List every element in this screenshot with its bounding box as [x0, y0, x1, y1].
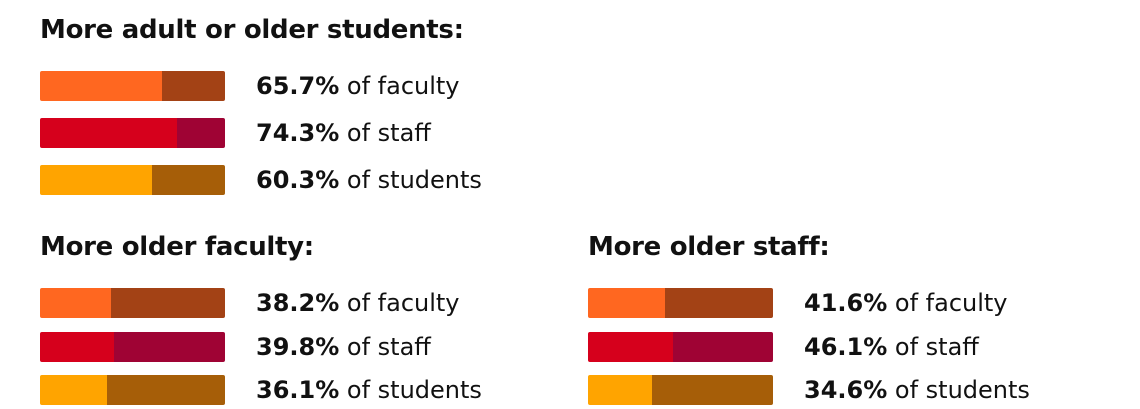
bar-row-faculty: 38.2% of faculty	[40, 288, 460, 318]
stacked-bar	[40, 332, 225, 362]
bar-fill	[40, 165, 152, 195]
bar-row-staff: 46.1% of staff	[588, 332, 979, 362]
label-suffix: of students	[894, 376, 1030, 404]
label-suffix: of faculty	[346, 289, 460, 317]
group-title: More adult or older students:	[40, 15, 464, 45]
bar-label: 41.6% of faculty	[804, 289, 1008, 317]
bar-row-students: 60.3% of students	[40, 165, 482, 195]
bar-remainder	[161, 71, 225, 101]
bar-label: 39.8% of staff	[256, 333, 431, 361]
bar-row-students: 34.6% of students	[588, 375, 1030, 405]
percent-value: 39.8%	[256, 333, 340, 361]
bar-label: 74.3% of staff	[256, 119, 431, 147]
bar-remainder	[106, 375, 225, 405]
stacked-bar	[588, 332, 773, 362]
label-suffix: of students	[346, 376, 482, 404]
bar-row-staff: 39.8% of staff	[40, 332, 431, 362]
bar-label: 46.1% of staff	[804, 333, 979, 361]
bar-row-faculty: 65.7% of faculty	[40, 71, 460, 101]
bar-row-staff: 74.3% of staff	[40, 118, 431, 148]
bar-label: 38.2% of faculty	[256, 289, 460, 317]
bar-row-students: 36.1% of students	[40, 375, 482, 405]
bar-remainder	[673, 332, 773, 362]
bar-fill	[40, 332, 114, 362]
bar-remainder	[664, 288, 773, 318]
percent-value: 34.6%	[804, 376, 888, 404]
stacked-bar	[40, 71, 225, 101]
bar-fill	[588, 375, 652, 405]
percent-value: 46.1%	[804, 333, 888, 361]
label-suffix: of staff	[894, 333, 979, 361]
percent-value: 65.7%	[256, 72, 340, 100]
bar-label: 36.1% of students	[256, 376, 482, 404]
stacked-bar	[40, 118, 225, 148]
stacked-bar	[588, 375, 773, 405]
percent-value: 41.6%	[804, 289, 888, 317]
label-suffix: of staff	[346, 333, 431, 361]
stacked-bar	[40, 375, 225, 405]
bar-fill	[40, 71, 162, 101]
group-title: More older staff:	[588, 232, 830, 262]
bar-label: 65.7% of faculty	[256, 72, 460, 100]
bar-remainder	[177, 118, 225, 148]
percent-value: 36.1%	[256, 376, 340, 404]
bar-fill	[588, 288, 665, 318]
label-suffix: of faculty	[346, 72, 460, 100]
bar-label: 60.3% of students	[256, 166, 482, 194]
stacked-bar	[40, 288, 225, 318]
percent-value: 38.2%	[256, 289, 340, 317]
bar-remainder	[151, 165, 225, 195]
stacked-bar	[588, 288, 773, 318]
group-title: More older faculty:	[40, 232, 314, 262]
label-suffix: of faculty	[894, 289, 1008, 317]
bar-remainder	[113, 332, 225, 362]
bar-fill	[40, 288, 111, 318]
bar-fill	[588, 332, 674, 362]
bar-remainder	[110, 288, 225, 318]
percent-value: 74.3%	[256, 119, 340, 147]
stacked-bar	[40, 165, 225, 195]
bar-label: 34.6% of students	[804, 376, 1030, 404]
label-suffix: of staff	[346, 119, 431, 147]
percent-value: 60.3%	[256, 166, 340, 194]
bar-fill	[40, 118, 178, 148]
bar-row-faculty: 41.6% of faculty	[588, 288, 1008, 318]
bar-remainder	[652, 375, 773, 405]
label-suffix: of students	[346, 166, 482, 194]
bar-fill	[40, 375, 107, 405]
